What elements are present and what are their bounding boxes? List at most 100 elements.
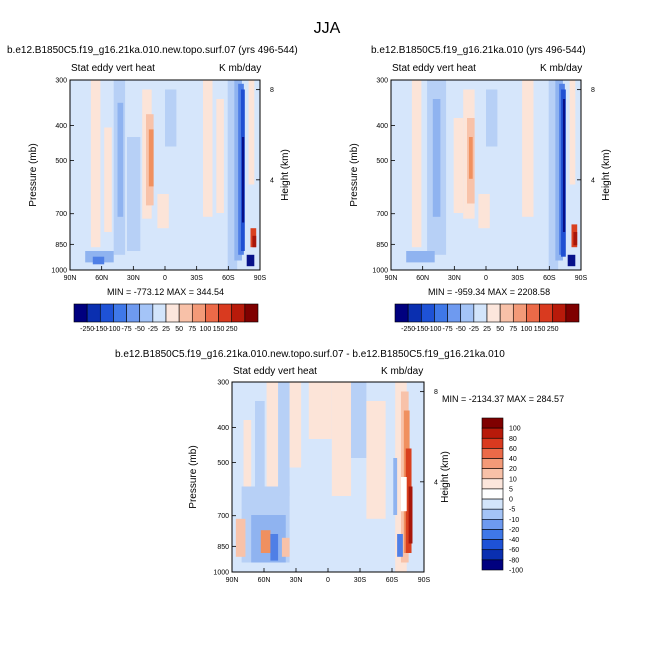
colorbar-swatch <box>231 303 246 323</box>
colorbar-label: 100 <box>509 426 521 433</box>
colorbar-label: 40 <box>509 456 517 463</box>
y-axis-label: Pressure (mb) <box>188 445 199 508</box>
y-tick-label: 500 <box>376 158 388 165</box>
y2-axis-label: Height (km) <box>440 451 451 503</box>
x-tick-label: 90S <box>418 577 431 584</box>
field-patch <box>246 254 255 267</box>
figure-title: JJA <box>313 20 341 37</box>
y2-axis-label: Height (km) <box>280 149 291 201</box>
x-tick-label: 30N <box>127 275 140 282</box>
field-patch <box>157 194 169 229</box>
colorbar-swatch <box>526 303 540 323</box>
colorbar-swatch <box>481 417 504 429</box>
field-patch <box>270 534 279 561</box>
x-tick-label: 60N <box>416 275 429 282</box>
colorbar-label: -20 <box>509 527 519 534</box>
field-patch <box>165 89 177 147</box>
field-patch <box>522 80 534 217</box>
colorbar-swatch <box>165 303 180 323</box>
field-patch <box>567 254 576 267</box>
colorbar-swatch <box>481 559 504 571</box>
field-patch <box>397 534 403 557</box>
colorbar-label: 20 <box>509 466 517 473</box>
colorbar-label: 10 <box>509 476 517 483</box>
field-patch <box>289 382 302 468</box>
field-patch <box>252 235 257 248</box>
colorbar-swatch <box>512 303 527 323</box>
colorbar-swatch <box>126 303 141 323</box>
colorbar-swatch <box>481 549 504 561</box>
colorbar-label: -5 <box>509 507 515 514</box>
field-patch <box>366 401 386 519</box>
y-tick-label: 400 <box>55 123 67 130</box>
panel-3-field <box>232 382 424 572</box>
panel-1-minmax: MIN = -773.12 MAX = 344.54 <box>107 287 225 297</box>
y2-tick-label: 4 <box>591 177 595 184</box>
colorbar-swatch <box>394 303 409 323</box>
colorbar-label: -100 <box>427 326 441 333</box>
field-patch <box>408 486 413 544</box>
field-patch <box>90 80 101 248</box>
field-patch <box>406 251 435 263</box>
x-tick-label: 60S <box>386 577 399 584</box>
y-tick-label: 400 <box>376 123 388 130</box>
colorbar-swatch <box>460 303 475 323</box>
colorbar-swatch <box>481 427 504 439</box>
x-tick-label: 60S <box>543 275 556 282</box>
panel-3-title: b.e12.B1850C5.f19_g16.21ka.010.new.topo.… <box>115 349 505 360</box>
y-tick-label: 300 <box>376 78 388 85</box>
panel-3-units-label: K mb/day <box>381 366 424 377</box>
field-patch <box>468 137 473 179</box>
colorbar-swatch <box>178 303 193 323</box>
x-tick-label: 30N <box>448 275 461 282</box>
x-tick-label: 60S <box>222 275 235 282</box>
colorbar-swatch <box>486 303 501 323</box>
panel-1-variable-label: Stat eddy vert heat <box>71 63 155 74</box>
x-tick-label: 0 <box>163 275 167 282</box>
colorbar-swatch <box>481 437 504 449</box>
field-patch <box>486 89 498 147</box>
y-tick-label: 700 <box>55 211 67 218</box>
field-patch <box>255 401 265 553</box>
x-tick-label: 30N <box>290 577 303 584</box>
colorbar-swatch <box>113 303 127 323</box>
colorbar-swatch <box>565 303 580 323</box>
panel-1-plot: 90N 60N 30N 0 30S 60S 90S 300 400 500 700 850 1000 8 4… <box>28 78 291 283</box>
colorbar-swatch <box>447 303 462 323</box>
colorbar-swatch <box>191 303 206 323</box>
field-patch <box>569 80 576 185</box>
field-patch <box>411 80 422 248</box>
field-patch <box>453 118 464 213</box>
colorbar-label: -50 <box>456 326 466 333</box>
y-tick-label: 1000 <box>372 268 388 275</box>
field-patch <box>104 127 112 232</box>
colorbar-horizontal-1: -250 -150 -100 -75 -50 -25 25 50 75 100 150 250 <box>73 303 259 333</box>
field-patch <box>241 137 245 223</box>
y-tick-label: 500 <box>55 158 67 165</box>
field-patch <box>562 99 566 232</box>
x-tick-label: 0 <box>326 577 330 584</box>
field-patch <box>92 256 105 265</box>
colorbar-label: -75 <box>122 326 132 333</box>
y-tick-label: 500 <box>217 460 229 467</box>
field-patch <box>308 382 332 439</box>
y-tick-label: 300 <box>217 380 229 387</box>
colorbar-label: -10 <box>509 517 519 524</box>
colorbar-swatch <box>434 303 448 323</box>
y-tick-label: 700 <box>376 211 388 218</box>
x-tick-label: 0 <box>484 275 488 282</box>
colorbar-swatch <box>481 478 504 490</box>
field-patch <box>203 80 213 217</box>
field-patch <box>400 477 407 512</box>
y2-tick-label: 4 <box>434 479 438 486</box>
colorbar-label: -25 <box>148 326 158 333</box>
x-tick-label: 60N <box>258 577 271 584</box>
x-tick-label: 30S <box>511 275 524 282</box>
colorbar-label: 150 <box>534 326 546 333</box>
x-tick-label: 30S <box>190 275 203 282</box>
y-tick-label: 850 <box>55 242 67 249</box>
colorbar-swatch <box>481 519 504 530</box>
colorbar-swatch <box>481 448 504 459</box>
panel-2-field <box>391 80 581 270</box>
colorbar-label: 100 <box>200 326 212 333</box>
